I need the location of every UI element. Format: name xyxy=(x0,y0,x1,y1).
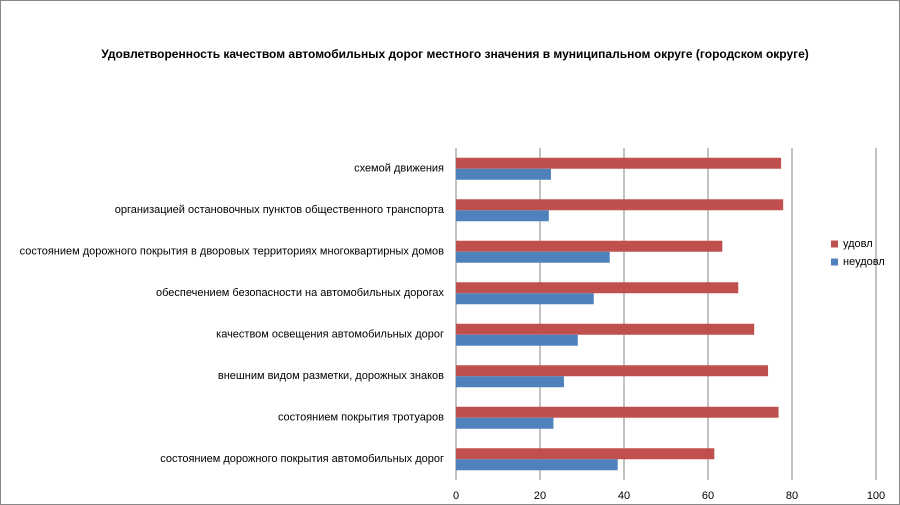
y-tick-label: состоянием дорожного покрытия автомобиль… xyxy=(160,453,444,465)
bar xyxy=(456,168,551,180)
y-tick-label: состоянием покрытия тротуаров xyxy=(278,412,444,424)
bar xyxy=(456,293,594,305)
bar xyxy=(456,240,723,252)
x-tick-label: 80 xyxy=(786,490,798,502)
x-tick-label: 20 xyxy=(534,490,546,502)
bar xyxy=(456,199,784,211)
bar xyxy=(456,251,610,263)
y-tick-label: обеспечением безопасности на автомобильн… xyxy=(156,287,444,299)
bar xyxy=(456,323,755,335)
legend-swatch xyxy=(831,240,838,248)
bar xyxy=(456,210,549,222)
legend-label: удовл xyxy=(843,238,873,250)
bar xyxy=(456,282,739,294)
x-tick-label: 0 xyxy=(453,490,459,502)
chart-title: Удовлетворенность качеством автомобильны… xyxy=(101,47,809,61)
bar xyxy=(456,448,715,460)
bar xyxy=(456,365,769,377)
bar xyxy=(456,157,782,169)
bar xyxy=(456,417,554,429)
x-tick-label: 100 xyxy=(867,490,885,502)
y-tick-label: состоянием дорожного покрытия в дворовых… xyxy=(20,246,445,258)
x-tick-label: 60 xyxy=(702,490,714,502)
legend-swatch xyxy=(831,258,838,266)
y-tick-label: внешним видом разметки, дорожных знаков xyxy=(218,370,444,382)
y-tick-label: организацией остановочных пунктов общест… xyxy=(115,204,445,216)
x-tick-label: 40 xyxy=(618,490,630,502)
bar xyxy=(456,376,564,388)
bar xyxy=(456,406,779,418)
bar xyxy=(456,459,618,471)
legend-label: неудовл xyxy=(843,256,885,268)
y-tick-label: качеством освещения автомобильных дорог xyxy=(216,329,444,341)
bar xyxy=(456,334,578,346)
y-tick-label: схемой движения xyxy=(354,163,444,175)
